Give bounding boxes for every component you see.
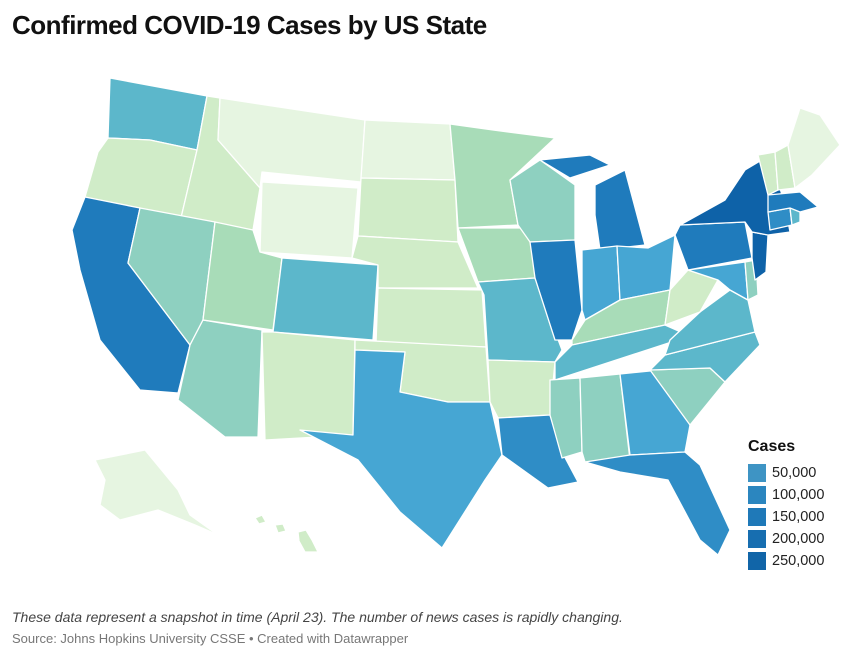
legend-swatch bbox=[748, 486, 766, 504]
legend-title: Cases bbox=[748, 438, 796, 455]
footnote: These data represent a snapshot in time … bbox=[12, 609, 623, 625]
legend-label: 50,000 bbox=[772, 465, 817, 481]
state-me bbox=[787, 107, 841, 189]
state-nj bbox=[751, 231, 769, 281]
state-md bbox=[687, 261, 749, 301]
legend-item: 100,000 bbox=[748, 484, 824, 506]
state-ms bbox=[549, 377, 583, 459]
state-ar bbox=[487, 359, 556, 419]
state-tn bbox=[554, 324, 691, 381]
legend-label: 200,000 bbox=[772, 531, 825, 547]
state-co bbox=[272, 257, 379, 341]
state-fl bbox=[584, 451, 731, 556]
legend-item: 200,000 bbox=[748, 528, 824, 550]
legend-swatch bbox=[748, 508, 766, 526]
state-nm bbox=[261, 331, 356, 441]
legend-label: 150,000 bbox=[772, 509, 825, 525]
state-pa bbox=[674, 221, 753, 271]
state-ks bbox=[375, 287, 487, 348]
state-hi bbox=[254, 514, 319, 553]
state-az bbox=[177, 319, 263, 438]
source-credit: Source: Johns Hopkins University CSSE • … bbox=[12, 631, 409, 646]
legend-swatch bbox=[748, 530, 766, 548]
legend: Cases 50,000 100,000 150,000 200,000 250… bbox=[748, 438, 824, 572]
legend-swatch bbox=[748, 464, 766, 482]
state-ma bbox=[767, 191, 819, 213]
legend-item: 250,000 bbox=[748, 550, 824, 572]
legend-item: 150,000 bbox=[748, 506, 824, 528]
state-sd bbox=[357, 177, 459, 243]
us-choropleth-map bbox=[71, 77, 841, 556]
legend-label: 250,000 bbox=[772, 553, 825, 569]
state-ak bbox=[94, 449, 219, 536]
page-title: Confirmed COVID-19 Cases by US State bbox=[12, 10, 487, 40]
state-wy bbox=[259, 181, 359, 259]
state-nd bbox=[360, 119, 456, 181]
state-wv bbox=[664, 269, 719, 326]
legend-label: 100,000 bbox=[772, 487, 825, 503]
state-tx bbox=[299, 349, 503, 549]
legend-item: 50,000 bbox=[748, 462, 824, 484]
state-oh bbox=[616, 234, 676, 301]
legend-swatch bbox=[748, 552, 766, 570]
